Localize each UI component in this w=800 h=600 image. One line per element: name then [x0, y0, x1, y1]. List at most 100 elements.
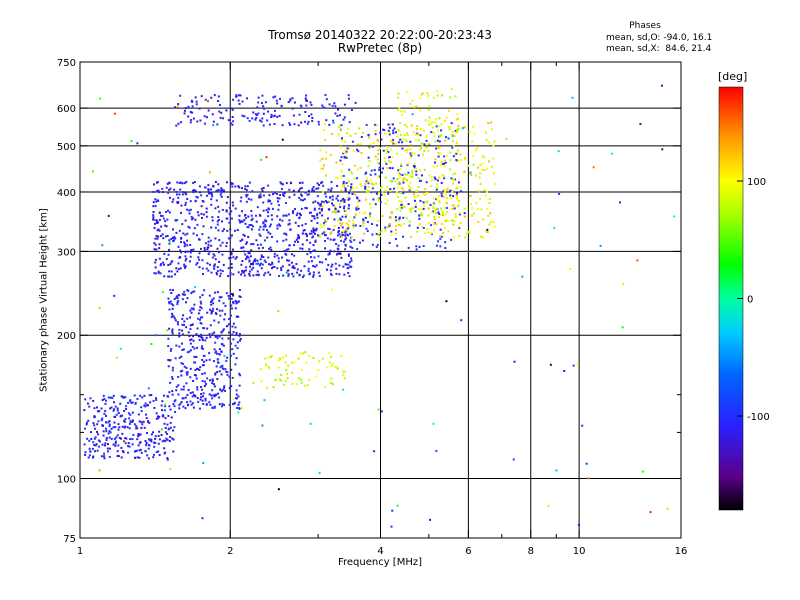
echo-point: [398, 182, 401, 185]
echo-point: [237, 185, 240, 188]
echo-point: [229, 354, 232, 357]
echo-point: [673, 215, 676, 218]
echo-point: [357, 207, 360, 210]
echo-point: [248, 181, 251, 184]
echo-point: [330, 133, 333, 136]
echo-point: [354, 101, 357, 104]
echo-point: [167, 301, 170, 304]
echo-point: [212, 297, 215, 300]
echo-point: [177, 262, 180, 265]
echo-point: [153, 226, 156, 229]
echo-point: [295, 214, 298, 217]
echo-point: [298, 113, 301, 116]
echo-point: [269, 223, 272, 226]
echo-point: [489, 212, 492, 215]
echo-point: [225, 217, 228, 220]
echo-point: [238, 214, 241, 217]
echo-point: [443, 155, 446, 158]
echo-point: [483, 169, 486, 172]
echo-point: [193, 290, 196, 293]
echo-point: [168, 241, 171, 244]
echo-point: [351, 219, 354, 222]
echo-point: [263, 107, 266, 110]
echo-point: [320, 226, 323, 229]
echo-point: [444, 159, 447, 162]
echo-point: [355, 208, 358, 211]
echo-point: [468, 230, 471, 233]
echo-point: [203, 115, 206, 118]
echo-point: [391, 167, 394, 170]
echo-point: [261, 246, 264, 249]
echo-point: [110, 427, 113, 430]
echo-point: [443, 177, 446, 180]
echo-point: [433, 215, 436, 218]
echo-point: [437, 129, 440, 132]
echo-point: [459, 153, 462, 156]
echo-point: [201, 216, 204, 219]
echo-point: [127, 451, 130, 454]
echo-point: [228, 257, 231, 260]
echo-point: [199, 316, 202, 319]
echo-point: [88, 439, 91, 442]
echo-point: [395, 232, 398, 235]
echo-point: [458, 225, 461, 228]
echo-point: [163, 275, 166, 278]
echo-point: [368, 203, 371, 206]
echo-point: [388, 224, 391, 227]
echo-point: [348, 192, 351, 195]
echo-point: [349, 134, 352, 137]
echo-point: [239, 240, 242, 243]
echo-point: [157, 235, 160, 238]
echo-point: [276, 115, 279, 118]
echo-point: [342, 265, 345, 268]
echo-point: [164, 220, 167, 223]
echo-point: [299, 352, 302, 355]
echo-point: [454, 95, 457, 98]
echo-point: [347, 263, 350, 266]
echo-point: [241, 269, 244, 272]
echo-point: [244, 253, 247, 256]
echo-point: [286, 271, 289, 274]
echo-point: [195, 263, 198, 266]
echo-point: [401, 187, 404, 190]
echo-point: [167, 345, 170, 348]
echo-point: [189, 121, 192, 124]
echo-point: [283, 232, 286, 235]
echo-point: [262, 221, 265, 224]
echo-point: [421, 92, 424, 95]
echo-point: [171, 307, 174, 310]
echo-point: [166, 209, 169, 212]
echo-point: [170, 303, 173, 306]
echo-point: [229, 271, 232, 274]
echo-point: [342, 370, 345, 373]
echo-point: [244, 217, 247, 220]
echo-point: [207, 269, 210, 272]
echo-point: [276, 227, 279, 230]
echo-point: [406, 125, 409, 128]
echo-point: [262, 228, 265, 231]
echo-point: [349, 265, 352, 268]
echo-point: [316, 182, 319, 185]
echo-point: [277, 208, 280, 211]
echo-point: [342, 180, 345, 183]
echo-point: [200, 212, 203, 215]
echo-point: [264, 225, 267, 228]
echo-point: [440, 123, 443, 126]
echo-point: [154, 258, 157, 261]
echo-point: [233, 401, 236, 404]
echo-point: [339, 159, 342, 162]
echo-point: [421, 144, 424, 147]
echo-point: [202, 273, 205, 276]
echo-point: [282, 383, 285, 386]
echo-point: [176, 219, 179, 222]
echo-point: [91, 456, 94, 459]
echo-point: [435, 450, 438, 453]
echo-point: [371, 187, 374, 190]
echo-point: [340, 156, 343, 159]
echo-point: [207, 188, 210, 191]
echo-point: [221, 367, 224, 370]
echo-point: [410, 207, 413, 210]
echo-point: [150, 438, 153, 441]
echo-point: [250, 214, 253, 217]
echo-point: [169, 408, 172, 411]
